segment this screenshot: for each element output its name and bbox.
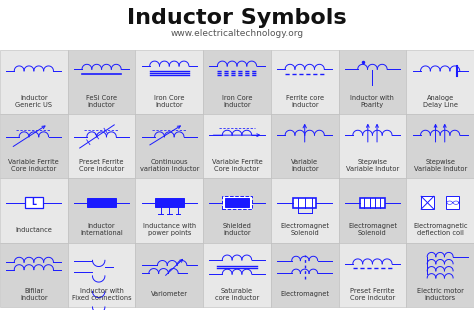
Text: Electromagnet
Solenoid: Electromagnet Solenoid [280, 223, 329, 236]
Text: Iron Core
Inductor: Iron Core Inductor [154, 95, 184, 108]
FancyBboxPatch shape [203, 114, 271, 178]
FancyBboxPatch shape [68, 178, 136, 242]
Text: Stepwise
Variable Indutor: Stepwise Variable Indutor [346, 159, 399, 172]
Text: Electromagnet
Solenoid: Electromagnet Solenoid [348, 223, 397, 236]
FancyBboxPatch shape [447, 196, 459, 209]
Text: Variable Ferrite
Core inductor: Variable Ferrite Core inductor [211, 159, 263, 172]
Text: Electric motor
inductors: Electric motor inductors [417, 288, 464, 300]
Text: www.electricaltechnology.org: www.electricaltechnology.org [171, 29, 303, 38]
FancyBboxPatch shape [406, 50, 474, 114]
Text: Iron Core
Inductor: Iron Core Inductor [222, 95, 252, 108]
FancyBboxPatch shape [155, 198, 183, 207]
Text: Preset Ferrite
Core indcutor: Preset Ferrite Core indcutor [350, 288, 395, 300]
Text: Inductance: Inductance [16, 227, 52, 233]
Text: Inductor with
Poarity: Inductor with Poarity [350, 95, 394, 108]
Text: L: L [31, 198, 36, 207]
Text: Stepwise
Variable Indutor: Stepwise Variable Indutor [413, 159, 467, 172]
FancyBboxPatch shape [338, 178, 406, 242]
Text: Ferrite core
inductor: Ferrite core inductor [286, 95, 324, 108]
Text: Analoge
Delay Line: Analoge Delay Line [423, 95, 457, 108]
FancyBboxPatch shape [203, 178, 271, 242]
FancyBboxPatch shape [406, 114, 474, 178]
FancyBboxPatch shape [406, 242, 474, 307]
FancyBboxPatch shape [226, 198, 248, 207]
FancyBboxPatch shape [406, 178, 474, 242]
Text: Inductor
International: Inductor International [80, 223, 123, 236]
Text: Variometer: Variometer [151, 291, 188, 297]
FancyBboxPatch shape [271, 242, 338, 307]
FancyBboxPatch shape [0, 114, 68, 178]
FancyBboxPatch shape [136, 178, 203, 242]
Text: Saturable
core inductor: Saturable core inductor [215, 288, 259, 300]
FancyBboxPatch shape [360, 198, 384, 207]
Text: Electromagnet: Electromagnet [280, 291, 329, 297]
FancyBboxPatch shape [338, 242, 406, 307]
FancyBboxPatch shape [338, 114, 406, 178]
FancyBboxPatch shape [68, 114, 136, 178]
FancyBboxPatch shape [338, 50, 406, 114]
FancyBboxPatch shape [271, 114, 338, 178]
Text: Inductor with
Fixed connections: Inductor with Fixed connections [72, 288, 131, 300]
FancyBboxPatch shape [222, 196, 252, 209]
Text: Preset Ferrite
Core indcutor: Preset Ferrite Core indcutor [79, 159, 124, 172]
FancyBboxPatch shape [0, 50, 68, 114]
Text: Variable
Inductor: Variable Inductor [291, 159, 319, 172]
Text: Inductance with
power points: Inductance with power points [143, 223, 196, 236]
Text: Inductor Symbols: Inductor Symbols [127, 8, 347, 28]
FancyBboxPatch shape [68, 242, 136, 307]
FancyBboxPatch shape [271, 178, 338, 242]
FancyBboxPatch shape [421, 196, 434, 209]
FancyBboxPatch shape [136, 242, 203, 307]
Text: Shielded
inductor: Shielded inductor [223, 223, 251, 236]
Text: Bifilar
Inductor: Bifilar Inductor [20, 288, 48, 300]
FancyBboxPatch shape [68, 50, 136, 114]
Text: Electromagnetic
deflection coil: Electromagnetic deflection coil [413, 223, 467, 236]
Text: Variable Ferrite
Core inductor: Variable Ferrite Core inductor [9, 159, 59, 172]
Text: Inductor
Generic US: Inductor Generic US [15, 95, 52, 108]
FancyBboxPatch shape [0, 242, 68, 307]
FancyBboxPatch shape [271, 50, 338, 114]
FancyBboxPatch shape [136, 114, 203, 178]
Text: FeSi Core
inductor: FeSi Core inductor [86, 95, 117, 108]
FancyBboxPatch shape [203, 242, 271, 307]
FancyBboxPatch shape [203, 50, 271, 114]
FancyBboxPatch shape [25, 197, 43, 208]
FancyBboxPatch shape [136, 50, 203, 114]
Text: Continuous
variation Inductor: Continuous variation Inductor [140, 159, 199, 172]
FancyBboxPatch shape [0, 178, 68, 242]
FancyBboxPatch shape [293, 198, 316, 207]
FancyBboxPatch shape [87, 198, 116, 207]
